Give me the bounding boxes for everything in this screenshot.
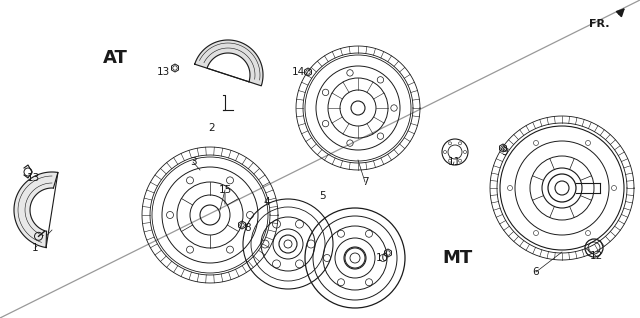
Polygon shape	[195, 40, 263, 86]
Text: 10: 10	[376, 253, 388, 263]
Text: 12: 12	[589, 251, 603, 261]
Text: AT: AT	[102, 49, 127, 67]
Text: 8: 8	[244, 223, 252, 233]
Text: 4: 4	[264, 197, 270, 207]
Text: 5: 5	[320, 191, 326, 201]
Text: FR.: FR.	[589, 19, 609, 29]
Text: 3: 3	[189, 157, 196, 167]
Text: 11: 11	[447, 157, 461, 167]
Text: 9: 9	[502, 147, 508, 157]
Text: MT: MT	[443, 249, 473, 267]
Text: 13: 13	[156, 67, 170, 77]
Text: 14: 14	[291, 67, 305, 77]
Text: 6: 6	[532, 267, 540, 277]
Text: 7: 7	[362, 177, 368, 187]
Text: 15: 15	[218, 185, 232, 195]
Text: 1: 1	[32, 243, 38, 253]
Polygon shape	[14, 172, 58, 247]
Text: 13: 13	[26, 173, 40, 183]
Text: 2: 2	[209, 123, 215, 133]
